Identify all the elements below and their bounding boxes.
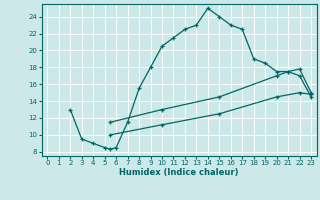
X-axis label: Humidex (Indice chaleur): Humidex (Indice chaleur) [119,168,239,177]
